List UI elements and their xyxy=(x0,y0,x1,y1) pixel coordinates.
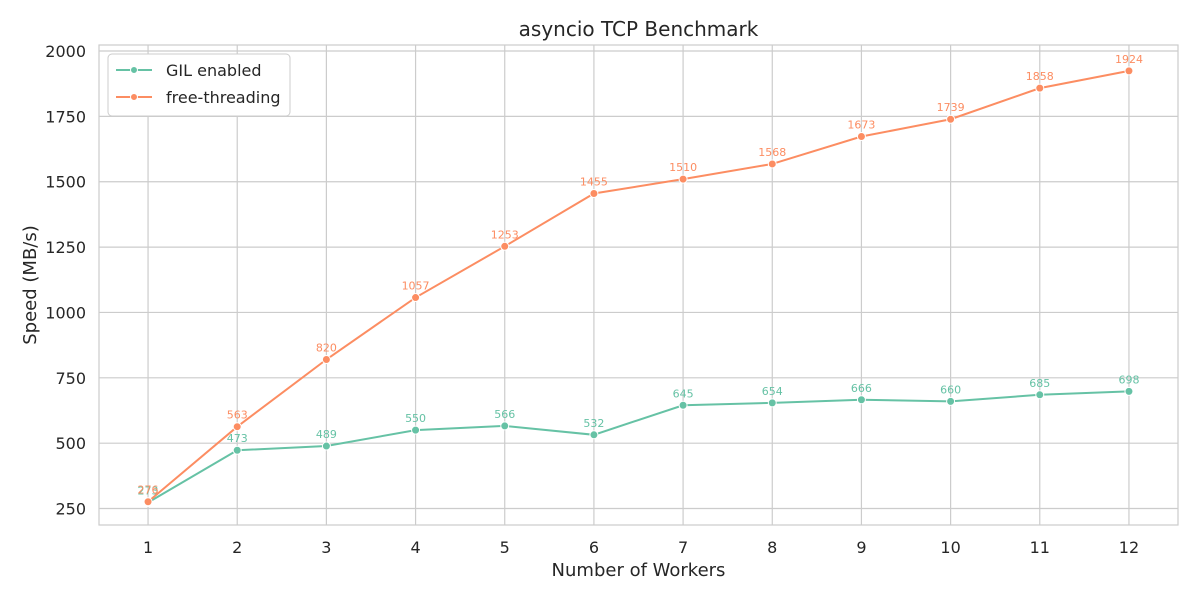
data-point xyxy=(1035,83,1045,93)
data-label: 1924 xyxy=(1115,53,1143,66)
legend-marker-free-threading xyxy=(130,93,138,101)
data-label: 698 xyxy=(1118,373,1139,386)
legend-label-gil: GIL enabled xyxy=(166,61,262,80)
grid xyxy=(99,45,1178,525)
x-tick-label: 7 xyxy=(678,538,688,557)
data-point xyxy=(1124,66,1134,76)
x-tick-label: 10 xyxy=(940,538,960,557)
data-label: 654 xyxy=(762,385,783,398)
data-label: 645 xyxy=(673,387,694,400)
data-point xyxy=(232,422,242,432)
data-point xyxy=(856,395,866,405)
data-point xyxy=(143,497,153,507)
legend: GIL enabled free-threading xyxy=(107,53,291,117)
data-label: 276 xyxy=(138,484,159,497)
x-tick-label: 5 xyxy=(500,538,510,557)
x-axis-ticks: 1 2 3 4 5 6 7 8 9 10 11 12 xyxy=(143,538,1139,557)
data-label: 1858 xyxy=(1026,70,1054,83)
data-label: 660 xyxy=(940,383,961,396)
data-label: 273 xyxy=(138,485,159,498)
y-tick-label: 1000 xyxy=(45,303,86,322)
data-point xyxy=(321,355,331,365)
data-label: 666 xyxy=(851,382,872,395)
data-point xyxy=(500,241,510,251)
data-point xyxy=(321,441,331,451)
data-point xyxy=(232,445,242,455)
series-line xyxy=(147,390,1129,504)
x-axis-label: Number of Workers xyxy=(552,560,726,581)
x-tick-label: 8 xyxy=(767,538,777,557)
data-label: 1455 xyxy=(580,175,608,188)
y-tick-label: 250 xyxy=(55,500,86,519)
x-tick-label: 3 xyxy=(321,538,331,557)
y-axis-label: Speed (MB/s) xyxy=(20,225,41,345)
data-label: 1057 xyxy=(402,280,430,293)
y-tick-label: 2000 xyxy=(45,42,86,61)
x-tick-label: 6 xyxy=(589,538,599,557)
y-tick-label: 1750 xyxy=(45,107,86,126)
x-tick-label: 9 xyxy=(856,538,866,557)
data-label: 685 xyxy=(1029,377,1050,390)
series-line xyxy=(147,69,1130,503)
series-free-threading: 276 563 820 1057 1253 1455 1510 1568 1673 1739 185… xyxy=(138,53,1143,507)
x-tick-label: 2 xyxy=(232,538,242,557)
data-point xyxy=(411,293,421,303)
data-point xyxy=(411,425,421,435)
data-point xyxy=(946,114,956,124)
data-label: 1568 xyxy=(758,146,786,159)
data-label: 1673 xyxy=(847,119,875,132)
x-tick-label: 11 xyxy=(1030,538,1050,557)
series-layer: 273 473 489 550 566 532 645 654 666 660 685 698 276 5… xyxy=(138,53,1143,508)
data-point xyxy=(767,159,777,169)
data-label: 1253 xyxy=(491,228,519,241)
legend-box xyxy=(107,53,291,117)
data-point xyxy=(767,398,777,408)
data-point xyxy=(1124,386,1134,396)
data-label: 489 xyxy=(316,428,337,441)
data-label: 473 xyxy=(227,432,248,445)
data-point xyxy=(589,430,599,440)
y-axis-ticks: 250 500 750 1000 1250 1500 1750 2000 xyxy=(45,42,86,519)
data-point xyxy=(856,132,866,142)
x-tick-label: 1 xyxy=(143,538,153,557)
legend-marker-gil xyxy=(130,66,138,74)
x-tick-label: 12 xyxy=(1119,538,1139,557)
data-label: 1510 xyxy=(669,161,697,174)
chart-title: asyncio TCP Benchmark xyxy=(519,17,759,41)
y-tick-label: 500 xyxy=(55,434,86,453)
x-tick-label: 4 xyxy=(410,538,420,557)
data-label: 566 xyxy=(494,408,515,421)
data-label: 550 xyxy=(405,412,426,425)
legend-label-free-threading: free-threading xyxy=(166,88,281,107)
data-point xyxy=(678,400,688,410)
data-label: 563 xyxy=(227,409,248,422)
plot-area xyxy=(98,44,1179,526)
data-point xyxy=(500,421,510,431)
data-point xyxy=(589,188,599,198)
data-label: 1739 xyxy=(937,101,965,114)
data-point xyxy=(678,174,688,184)
data-label: 820 xyxy=(316,342,337,355)
data-point xyxy=(946,396,956,406)
data-label: 532 xyxy=(583,417,604,430)
y-tick-label: 750 xyxy=(55,369,86,388)
y-tick-label: 1250 xyxy=(45,238,86,257)
data-point xyxy=(1035,390,1045,400)
y-tick-label: 1500 xyxy=(45,173,86,192)
